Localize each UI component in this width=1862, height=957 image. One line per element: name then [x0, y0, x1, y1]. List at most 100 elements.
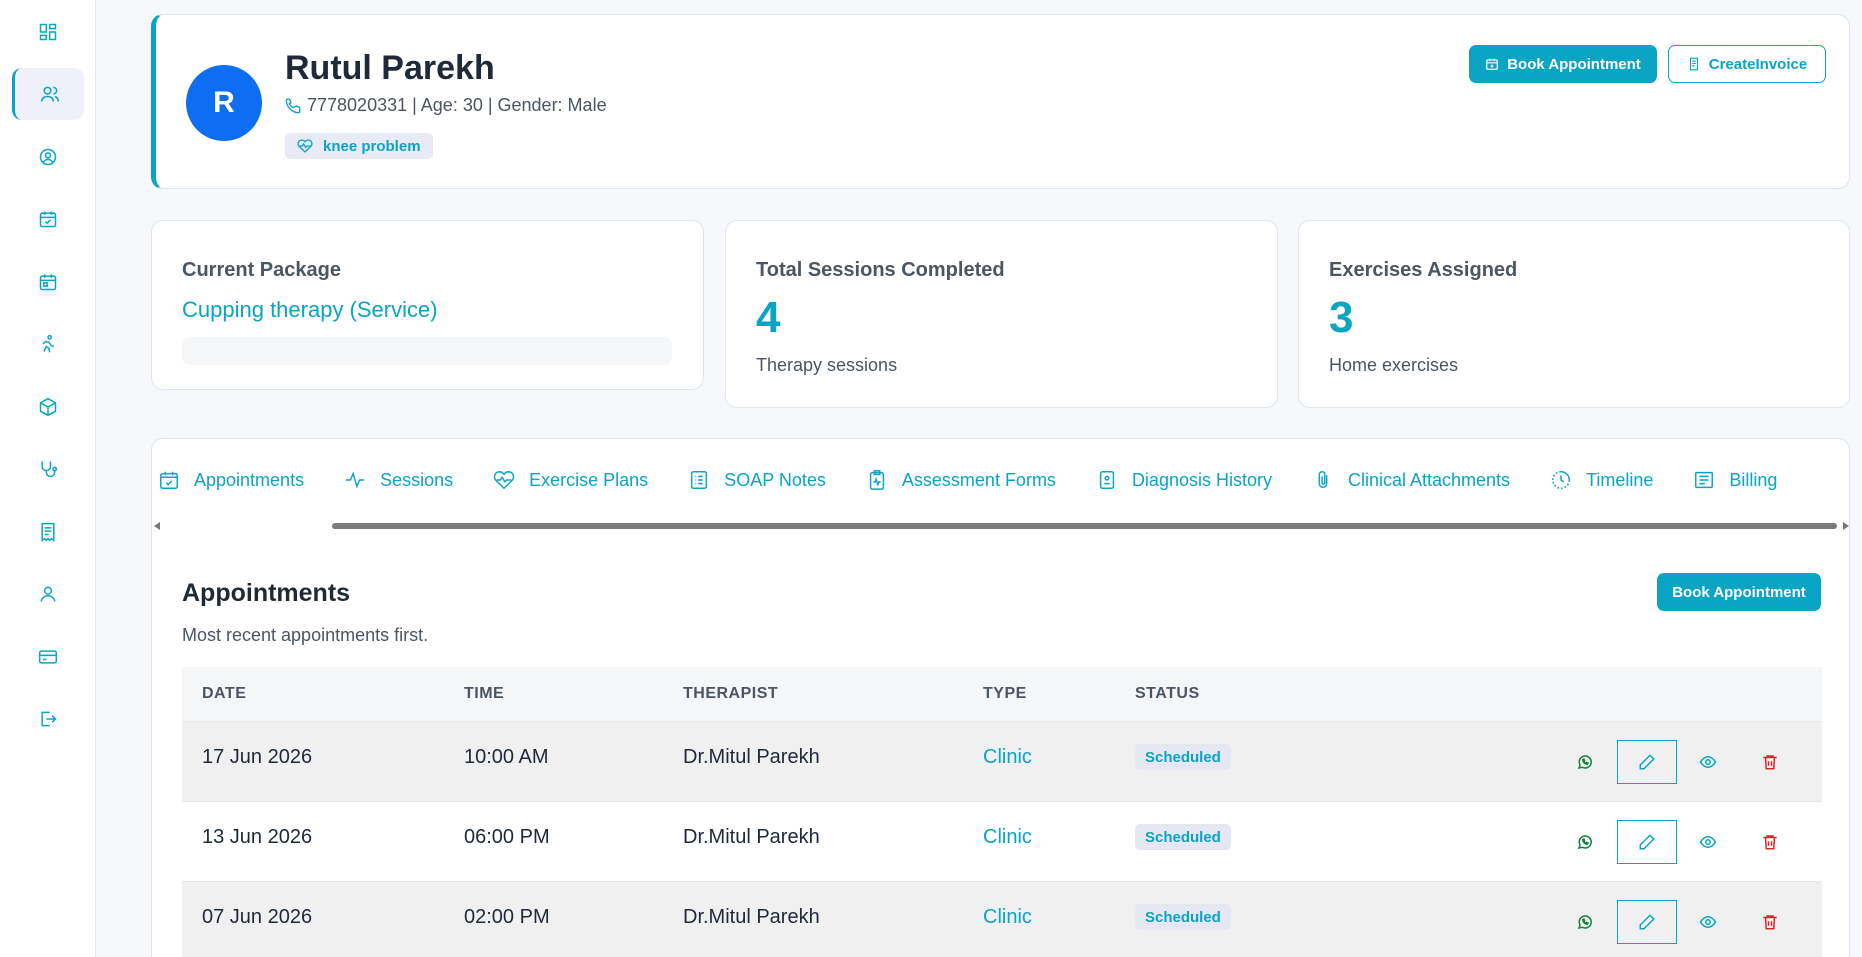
current-package-value[interactable]: Cupping therapy (Service): [182, 297, 438, 322]
trash-icon: [1763, 755, 1777, 770]
heart-pulse-icon: [493, 471, 515, 490]
delete-button[interactable]: [1750, 822, 1790, 862]
cell-date: 07 Jun 2026: [202, 906, 313, 928]
tab-assessment-forms[interactable]: Assessment Forms: [866, 469, 1072, 491]
current-package-title: Current Package: [182, 259, 341, 281]
sidebar-item-packages[interactable]: [12, 381, 84, 433]
tab-label: Diagnosis History: [1131, 469, 1272, 490]
tab-label: SOAP Notes: [724, 469, 826, 490]
delete-button[interactable]: [1750, 742, 1790, 782]
sessions-completed-card: Total Sessions Completed 4 Therapy sessi…: [725, 220, 1278, 408]
cell-date: 17 Jun 2026: [202, 746, 313, 768]
users-icon: [40, 86, 59, 102]
whatsapp-button[interactable]: [1565, 742, 1605, 782]
cell-therapist: Dr.Mitul Parekh: [683, 746, 820, 768]
trash-icon: [1763, 915, 1777, 930]
appointments-title: Appointments: [182, 579, 351, 607]
create-invoice-button[interactable]: CreateInvoice: [1668, 45, 1826, 83]
sidebar-item-patients[interactable]: [12, 68, 84, 120]
logout-icon: [41, 711, 57, 727]
sidebar-item-dashboard[interactable]: [12, 6, 84, 58]
cell-time: 02:00 PM: [464, 906, 550, 928]
sidebar-item-clinical[interactable]: [12, 443, 84, 495]
tab-appointments[interactable]: Appointments: [158, 469, 320, 491]
sidebar-item-profile[interactable]: [12, 131, 84, 183]
cell-type[interactable]: Clinic: [983, 826, 1032, 848]
scroll-left-arrow[interactable]: [154, 522, 160, 530]
cell-type[interactable]: Clinic: [983, 746, 1032, 768]
sidebar-item-calendar[interactable]: [12, 256, 84, 308]
status-badge: Scheduled: [1135, 824, 1231, 850]
billing-icon: [1695, 471, 1714, 489]
calendar-check-icon: [39, 211, 57, 228]
pencil-icon: [1639, 754, 1655, 770]
patient-meta: 7778020331 | Age: 30 | Gender: Male: [285, 95, 607, 116]
tab-label: Timeline: [1586, 469, 1654, 490]
tab-diagnosis-history[interactable]: Diagnosis History: [1096, 469, 1288, 491]
delete-button[interactable]: [1750, 902, 1790, 942]
invoice-icon: [1689, 57, 1698, 71]
tab-label: Sessions: [380, 469, 454, 490]
tab-label: Exercise Plans: [529, 469, 649, 490]
edit-button[interactable]: [1617, 820, 1677, 864]
patient-name: Rutul Parekh: [285, 49, 495, 87]
tab-sessions[interactable]: Sessions: [344, 469, 469, 491]
current-package-card: Current Package Cupping therapy (Service…: [151, 220, 704, 390]
cell-therapist: Dr.Mitul Parekh: [683, 906, 820, 928]
patient-meta-text: 7778020331 | Age: 30 | Gender: Male: [307, 95, 607, 115]
exercises-assigned-value: 3: [1329, 293, 1354, 342]
table-row: 17 Jun 2026 10:00 AM Dr.Mitul Parekh Cli…: [182, 721, 1822, 801]
book-appointment-button-secondary[interactable]: Book Appointment: [1657, 573, 1821, 611]
column-therapist: THERAPIST: [683, 685, 779, 702]
table-row: 13 Jun 2026 06:00 PM Dr.Mitul Parekh Cli…: [182, 801, 1822, 881]
column-date: DATE: [202, 685, 247, 702]
scroll-thumb[interactable]: [332, 523, 1837, 529]
edit-button[interactable]: [1617, 740, 1677, 784]
user-circle-icon: [39, 148, 57, 166]
tab-label: Clinical Attachments: [1347, 469, 1511, 490]
cell-type[interactable]: Clinic: [983, 906, 1032, 928]
pencil-icon: [1639, 914, 1655, 930]
table-header: DATE TIME THERAPIST TYPE STATUS: [182, 667, 1822, 721]
tab-billing[interactable]: Billing: [1693, 469, 1793, 491]
exercises-assigned-sub: Home exercises: [1329, 355, 1459, 375]
tab-clinical-attachments[interactable]: Clinical Attachments: [1312, 469, 1526, 491]
whatsapp-button[interactable]: [1565, 822, 1605, 862]
sidebar-item-payments[interactable]: [12, 631, 84, 683]
status-badge: Scheduled: [1135, 744, 1231, 770]
running-icon: [42, 334, 55, 353]
file-icon: [1099, 471, 1115, 489]
edit-button[interactable]: [1617, 900, 1677, 944]
tab-label: Appointments: [194, 469, 305, 490]
sidebar-item-exercises[interactable]: [12, 318, 84, 370]
sidebar-item-invoices[interactable]: [12, 506, 84, 558]
cell-time: 06:00 PM: [464, 826, 550, 848]
sidebar-item-schedule[interactable]: [12, 193, 84, 245]
stethoscope-icon: [41, 461, 58, 478]
view-button[interactable]: [1688, 822, 1728, 862]
pencil-icon: [1639, 834, 1655, 850]
tab-timeline[interactable]: Timeline: [1550, 469, 1669, 491]
condition-label: knee problem: [323, 137, 421, 155]
calendar-icon: [39, 274, 57, 291]
sessions-completed-sub: Therapy sessions: [756, 355, 898, 375]
sidebar-item-account[interactable]: [12, 568, 84, 620]
book-appointment-button[interactable]: Book Appointment: [1469, 45, 1657, 83]
book-appointment-label: Book Appointment: [1672, 583, 1806, 601]
sidebar-item-logout[interactable]: [12, 693, 84, 745]
column-status: STATUS: [1135, 685, 1200, 702]
tab-soap-notes[interactable]: SOAP Notes: [688, 469, 842, 491]
whatsapp-icon: [1577, 755, 1592, 770]
patient-detail-tabs-card: Appointments Sessions Exercise Plans SOA…: [151, 438, 1850, 957]
view-button[interactable]: [1688, 742, 1728, 782]
create-invoice-label: CreateInvoice: [1708, 55, 1808, 73]
tab-bar: Appointments Sessions Exercise Plans SOA…: [158, 469, 1817, 491]
calendar-check-icon: [160, 471, 178, 489]
view-button[interactable]: [1688, 902, 1728, 942]
cell-date: 13 Jun 2026: [202, 826, 313, 848]
exercises-assigned-title: Exercises Assigned: [1329, 259, 1518, 281]
tab-exercise-plans[interactable]: Exercise Plans: [493, 469, 664, 491]
whatsapp-button[interactable]: [1565, 902, 1605, 942]
scroll-right-arrow[interactable]: [1843, 522, 1849, 530]
package-progress-bar: [182, 337, 672, 365]
